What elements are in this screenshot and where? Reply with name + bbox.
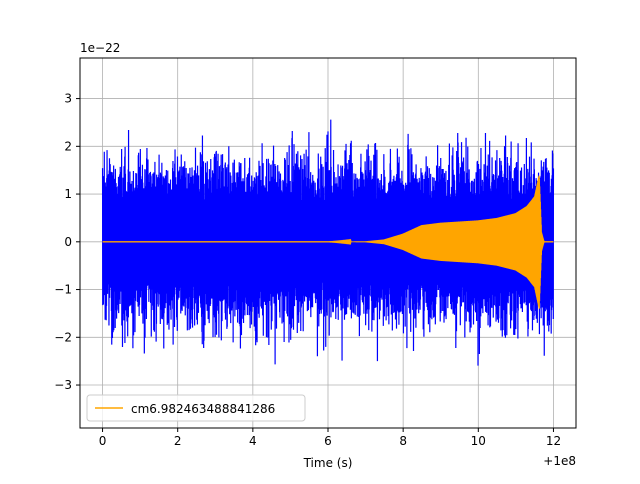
x-tick-label: 8 — [399, 434, 407, 448]
signal-series-line — [102, 175, 554, 309]
legend-entry-label: cm6.982463488841286 — [131, 402, 275, 416]
y-tick-label: 3 — [64, 92, 72, 106]
x-axis-label: Time (s) — [303, 456, 353, 470]
y-tick-label: 2 — [64, 139, 72, 153]
signal-series — [102, 175, 554, 309]
x-tick-label: 10 — [471, 434, 486, 448]
x-tick-label: 6 — [324, 434, 332, 448]
x-tick-label: 0 — [99, 434, 107, 448]
y-tick-label: −1 — [54, 283, 72, 297]
y-tick-label: −2 — [54, 330, 72, 344]
y-scale-label: 1e−22 — [80, 41, 120, 55]
y-tick-label: 0 — [64, 235, 72, 249]
x-tick-label: 12 — [546, 434, 561, 448]
x-axis-ticks: 0 2 4 6 8 10 12 — [99, 428, 561, 448]
y-tick-label: −3 — [54, 378, 72, 392]
legend: cm6.982463488841286 — [86, 394, 306, 422]
x-tick-label: 4 — [249, 434, 257, 448]
x-offset-label: +1e8 — [543, 454, 576, 468]
y-axis-ticks: −3 −2 −1 0 1 2 3 — [54, 92, 80, 392]
x-tick-label: 2 — [174, 434, 182, 448]
y-tick-label: 1 — [64, 187, 72, 201]
legend-box — [86, 394, 306, 422]
